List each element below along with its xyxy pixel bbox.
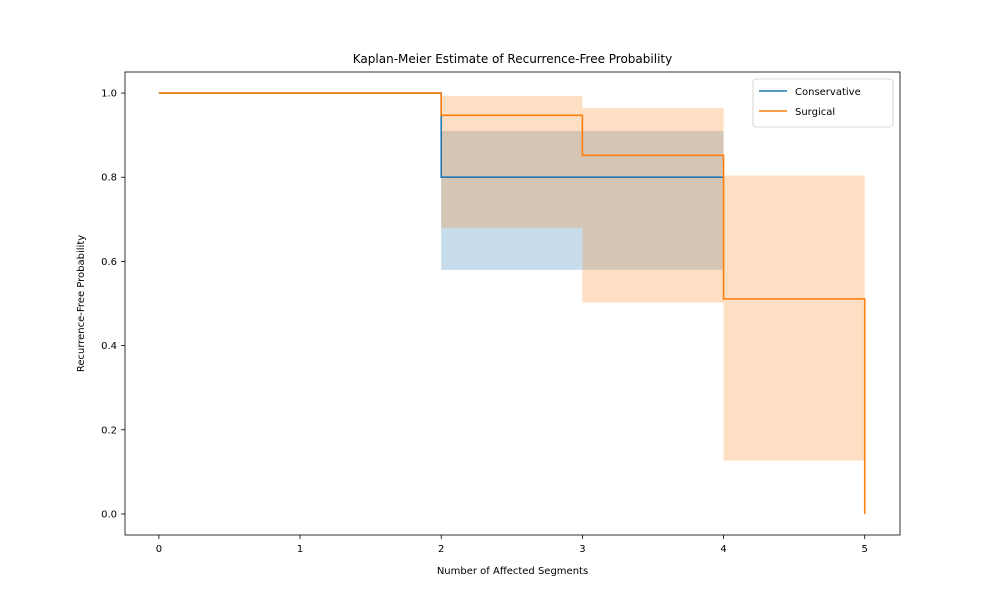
survival-lines (158, 92, 866, 514)
ci-band-surgical-1 (582, 108, 724, 303)
legend-label-surgical: Surgical (795, 107, 835, 118)
legend-box (752, 78, 894, 128)
ci-band-surgical-0 (441, 95, 583, 228)
x-tick-label: 5 (862, 544, 868, 555)
x-axis-label: Number of Affected Segments (437, 566, 588, 577)
x-tick-label: 3 (579, 544, 585, 555)
chart-title: Kaplan-Meier Estimate of Recurrence-Free… (353, 52, 672, 66)
step-line-surgical (158, 92, 866, 514)
legend-label-conservative: Conservative (795, 87, 861, 98)
legend: Conservative Surgical (752, 78, 894, 128)
ci-band-surgical-2 (723, 175, 865, 461)
ci-band-conservative-0 (441, 130, 583, 270)
y-tick-label: 0.2 (101, 425, 117, 436)
y-tick-label: 0.0 (101, 509, 117, 520)
y-tick-label: 0.4 (101, 341, 117, 352)
x-tick-label: 1 (297, 544, 303, 555)
ci-band-conservative-1 (582, 130, 724, 270)
y-axis-ticks: 0.0 0.2 0.4 0.6 0.8 1.0 (101, 89, 125, 520)
y-tick-label: 1.0 (101, 89, 117, 100)
confidence-bands (441, 95, 865, 461)
y-tick-label: 0.6 (101, 257, 117, 268)
y-tick-label: 0.8 (101, 173, 117, 184)
x-tick-label: 0 (156, 544, 162, 555)
axes-frame (124, 71, 901, 536)
x-tick-label: 4 (720, 544, 726, 555)
x-axis-ticks: 0 1 2 3 4 5 (156, 535, 868, 555)
x-tick-label: 2 (438, 544, 444, 555)
y-axis-label: Recurrence-Free Probability (76, 235, 87, 372)
